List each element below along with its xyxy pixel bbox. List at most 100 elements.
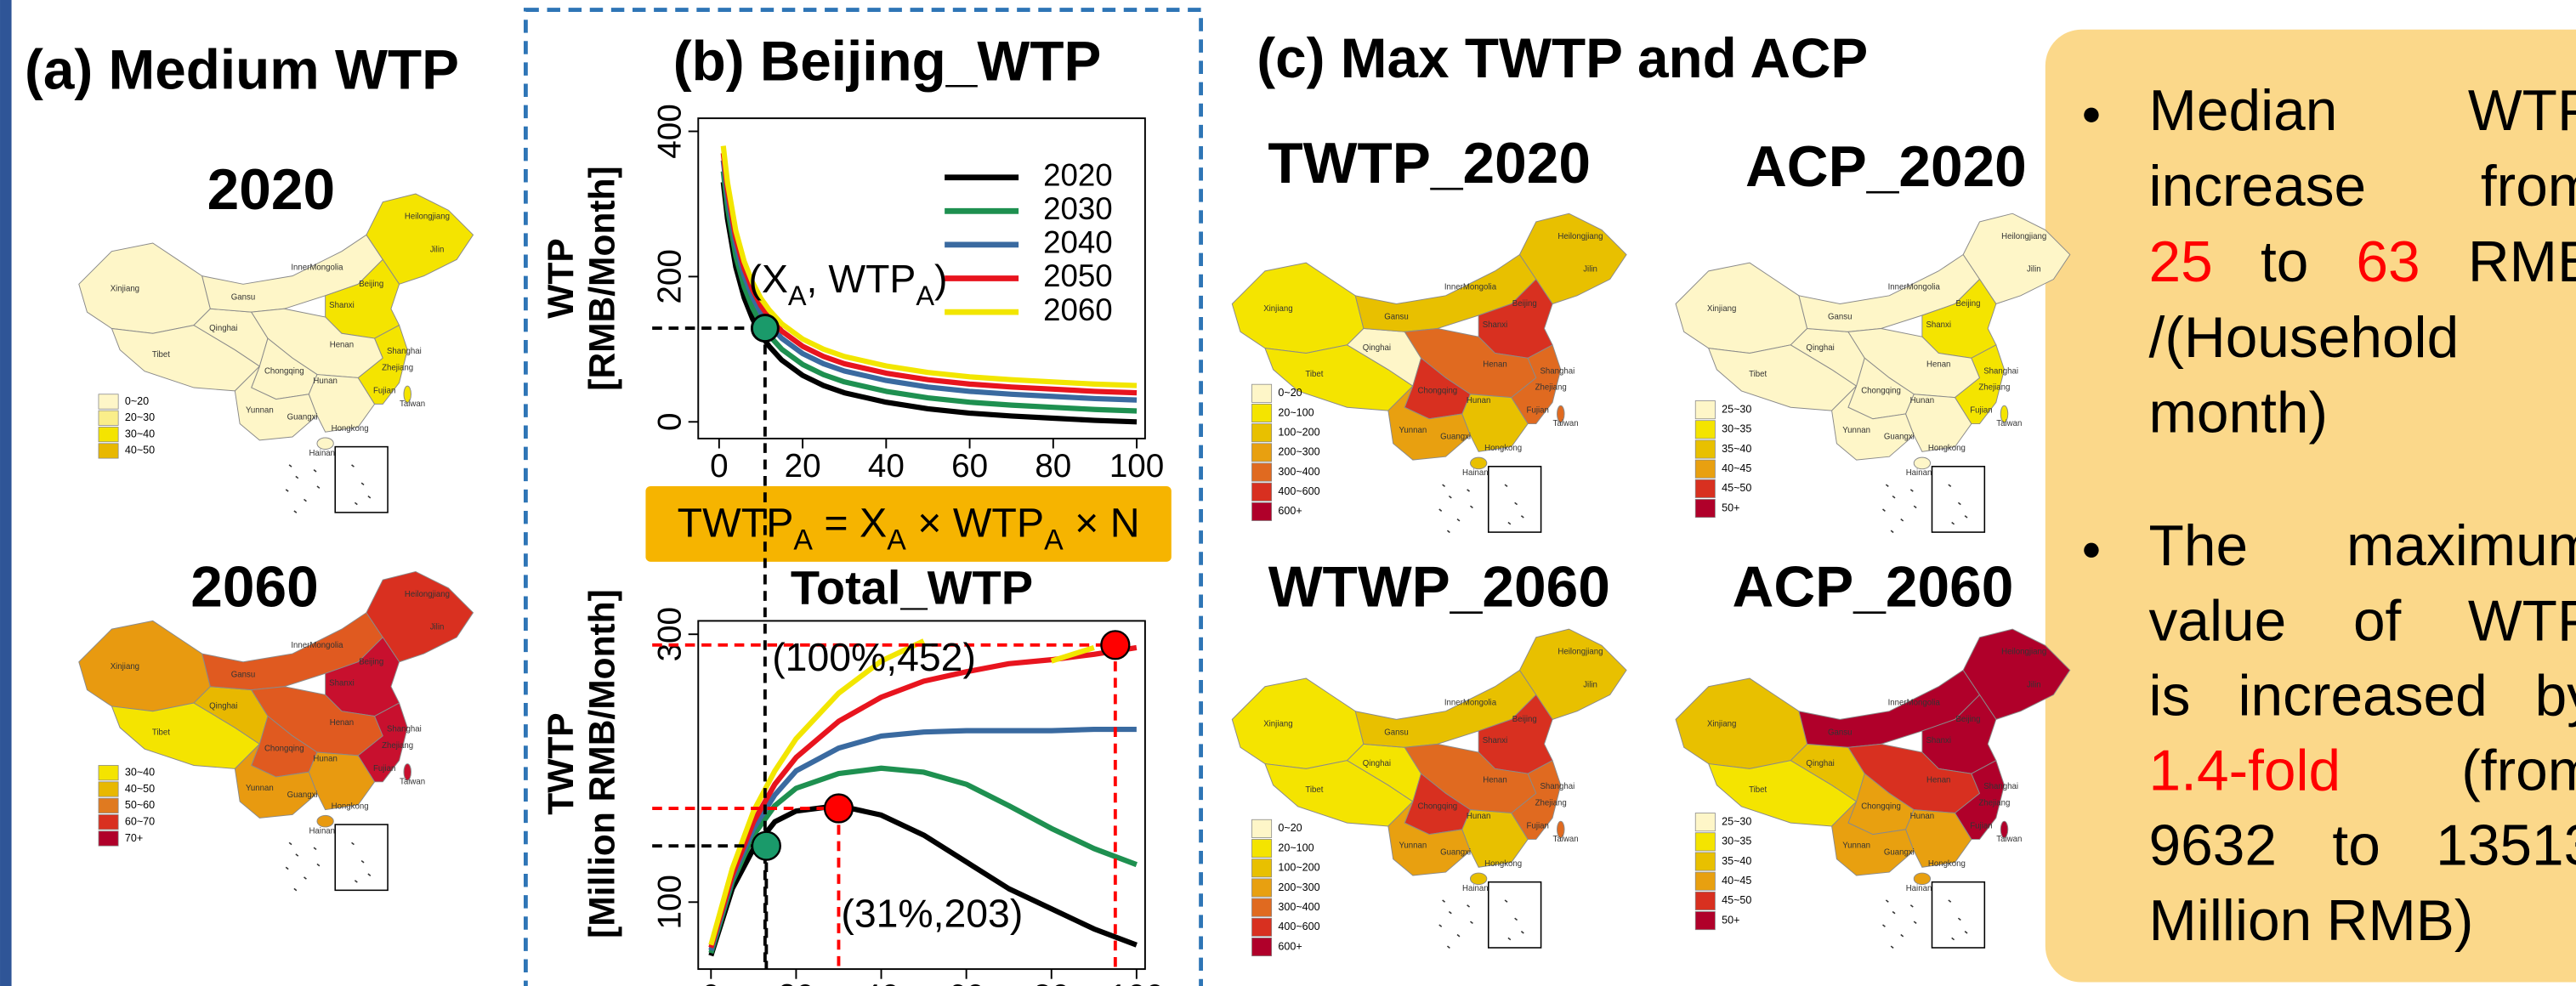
province-label: Fujian	[373, 764, 395, 774]
province-label: Xinjiang	[1707, 304, 1736, 314]
legend-label: 300~400	[1278, 466, 1319, 478]
province-label: Heilongjiang	[1558, 232, 1603, 241]
province-label: Henan	[1483, 360, 1506, 370]
panel-b-title: (b) Beijing_WTP	[673, 31, 1102, 93]
legend-swatch	[1251, 918, 1271, 936]
province-label: Tibet	[1305, 370, 1323, 379]
legend-swatch	[1695, 833, 1715, 851]
province-label: Hunan	[1910, 812, 1934, 821]
marker-point	[1101, 631, 1129, 659]
province-label: Shanghai	[1983, 782, 2018, 791]
legend-swatch	[1251, 463, 1271, 481]
legend-label: 200~300	[1278, 881, 1319, 893]
province-label: Taiwan	[1996, 419, 2022, 428]
province-label: Hainan	[309, 826, 335, 836]
summary-word: (from	[2461, 740, 2576, 803]
legend-label: 30~35	[1722, 836, 1751, 847]
legend-swatch	[99, 831, 118, 846]
legend-swatch	[1251, 424, 1271, 442]
left-bar	[0, 0, 12, 986]
legend-swatch	[99, 427, 118, 441]
summary-word: /(Household	[2149, 306, 2460, 370]
province-label: Xinjiang	[1263, 720, 1292, 729]
subscript: A	[788, 280, 807, 311]
x-tick-label: 20	[778, 978, 814, 986]
legend-label: 40~50	[125, 783, 155, 795]
chart-title: Total_WTP	[791, 560, 1033, 614]
summary-word: of	[2353, 589, 2402, 653]
province-label: Xinjiang	[1263, 304, 1292, 314]
map-island	[317, 815, 333, 827]
province-label: Hongkong	[332, 802, 369, 811]
province-label: Hunan	[313, 754, 337, 763]
province-label: Qinghai	[1806, 759, 1834, 768]
legend-swatch	[1695, 853, 1715, 870]
summary-word: WTP	[2468, 79, 2576, 143]
province-label: Hainan	[309, 449, 335, 458]
x-tick-label: 40	[868, 448, 905, 484]
summary-word: maximum	[2346, 514, 2576, 578]
province-label: Taiwan	[400, 400, 425, 409]
summary-word: from	[2481, 155, 2576, 218]
legend-label: 50~60	[125, 799, 155, 811]
province-label: Henan	[330, 340, 354, 349]
province-label: Chongqing	[1861, 802, 1901, 811]
summary-word: The	[2149, 514, 2249, 578]
province-label: Yunnan	[246, 784, 274, 793]
legend-label: 2040	[1043, 225, 1113, 260]
province-label: Hongkong	[1484, 444, 1522, 453]
province-label: Jilin	[1583, 264, 1597, 274]
summary-word: 63	[2356, 230, 2420, 294]
legend-swatch	[1251, 502, 1271, 520]
province-label: Beijing	[1512, 299, 1537, 309]
legend-label: 0~20	[1278, 387, 1302, 399]
legend-swatch	[1695, 892, 1715, 910]
legend-label: 2050	[1043, 258, 1113, 293]
province-label: Shanghai	[1983, 366, 2018, 376]
summary-word: 1.4-fold	[2149, 740, 2341, 803]
map-island	[1470, 457, 1486, 469]
panel-c-title: (c) Max TWTP and ACP	[1257, 27, 1868, 89]
legend-label: 20~30	[125, 411, 155, 423]
legend-label: 40~45	[1722, 875, 1751, 887]
summary-word: Median	[2149, 79, 2338, 143]
highlight-point	[752, 315, 778, 342]
province-label: Zhejiang	[382, 363, 413, 372]
summary-word: 25	[2149, 230, 2213, 294]
y-axis-label: [RMB/Month]	[582, 166, 622, 390]
legend-swatch	[1695, 813, 1715, 831]
province-label: Guangxi	[287, 790, 318, 800]
province-label: Hainan	[1462, 884, 1489, 893]
province-label: Taiwan	[1996, 835, 2022, 844]
province-label: Yunnan	[1842, 426, 1870, 435]
annotation: (100%,452)	[772, 635, 976, 679]
legend-swatch	[1695, 400, 1715, 418]
province-label: InnerMongolia	[291, 264, 343, 273]
legend-swatch	[1695, 911, 1715, 929]
province-label: Chongqing	[1861, 386, 1901, 395]
province-label: Fujian	[1527, 822, 1549, 831]
legend-label: 20~100	[1278, 406, 1314, 418]
province-label: Heilongjiang	[405, 212, 450, 222]
legend-label: 45~50	[1722, 894, 1751, 906]
y-tick-label: 100	[652, 875, 689, 929]
legend-label: 200~300	[1278, 446, 1319, 458]
summary-word: by	[2535, 664, 2576, 728]
legend-label: 45~50	[1722, 482, 1751, 494]
summary-word: Million	[2149, 889, 2312, 953]
province-label: Gansu	[1828, 312, 1852, 321]
legend-label: 40~45	[1722, 462, 1751, 474]
x-tick-label: 80	[1035, 448, 1071, 484]
legend-swatch	[99, 798, 118, 813]
legend-label: 2060	[1043, 292, 1113, 327]
province-label: Tibet	[152, 728, 170, 737]
map-island	[317, 438, 333, 450]
province-label: Shanxi	[329, 301, 355, 310]
legend-swatch	[1251, 483, 1271, 501]
legend-label: 35~40	[1722, 855, 1751, 867]
legend-swatch	[1251, 859, 1271, 877]
legend-label: 25~30	[1722, 815, 1751, 827]
legend-label: 300~400	[1278, 901, 1319, 913]
province-label: Chongqing	[1417, 802, 1457, 811]
province-label: Xinjiang	[1707, 720, 1736, 729]
